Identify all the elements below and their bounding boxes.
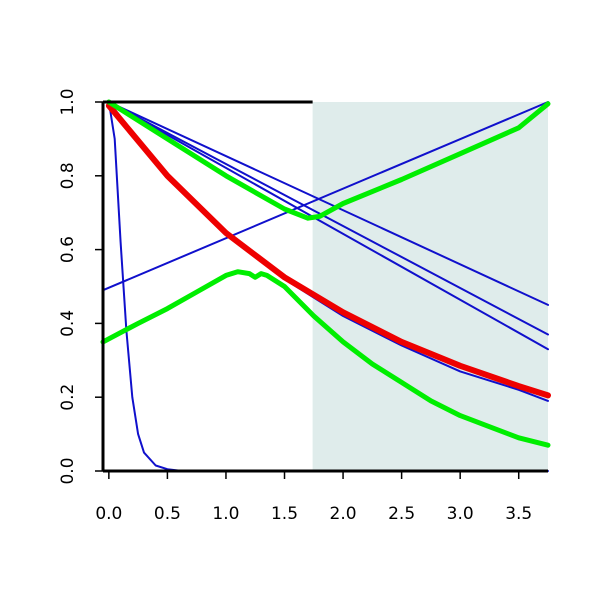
series-line-2 (107, 101, 549, 306)
x-tick-label: 1.5 (271, 504, 298, 524)
x-tick-label: 3.0 (447, 504, 474, 524)
y-tick-label: 0.8 (58, 162, 78, 189)
x-tick-label: 0.5 (154, 504, 181, 524)
x-tick-label: 2.5 (388, 504, 415, 524)
series-line-1 (102, 101, 549, 292)
x-tick-label: 1.0 (212, 504, 239, 524)
y-tick-label: 0.0 (58, 457, 78, 484)
y-tick-label: 0.6 (58, 236, 78, 263)
shaded-region (312, 102, 548, 471)
series-line-4 (107, 101, 549, 351)
series-layer (100, 99, 551, 472)
series-line-6 (105, 102, 551, 399)
series-line-3 (107, 101, 549, 336)
axes-layer: 0.0 0.5 1.0 1.5 2.0 2.5 3.0 3.5 0.0 0.2 0.4 0.6 0.8 1… (58, 88, 548, 524)
series-line-8 (100, 269, 551, 448)
y-tick-label: 0.2 (58, 384, 78, 411)
x-tick-label: 0.0 (95, 504, 122, 524)
y-tick-label: 1.0 (58, 88, 78, 115)
series-line-7 (106, 99, 551, 221)
x-tick-label: 2.0 (330, 504, 357, 524)
y-tick-label: 0.4 (58, 310, 78, 337)
x-tick-label: 3.5 (505, 504, 532, 524)
